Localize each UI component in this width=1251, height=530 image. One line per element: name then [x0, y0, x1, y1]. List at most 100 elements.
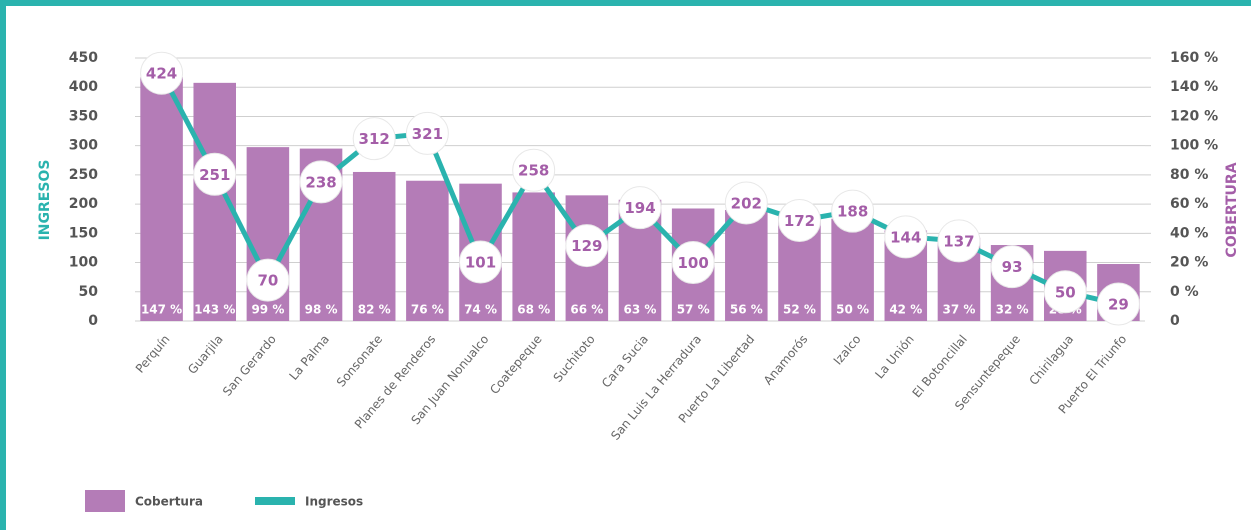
- x-tick-label: Cara Sucia: [599, 332, 651, 390]
- point-label: 50: [1055, 283, 1076, 301]
- y2-tick-label: 0 %: [1170, 284, 1199, 300]
- point-label: 321: [412, 125, 443, 143]
- bar-value-label: 68 %: [517, 303, 550, 317]
- point-label: 93: [1002, 258, 1023, 276]
- y2-tick-label: 40 %: [1170, 225, 1208, 241]
- bar-value-label: 32 %: [996, 303, 1029, 317]
- y-tick-label: 200: [69, 196, 98, 212]
- point-label: 144: [890, 228, 921, 246]
- y2-tick-label: 80 %: [1170, 167, 1208, 183]
- bar-value-label: 63 %: [624, 303, 657, 317]
- point-label: 172: [784, 212, 815, 230]
- bar-value-label: 50 %: [836, 303, 869, 317]
- bar: [406, 180, 449, 321]
- x-tick-label: San Gerardo: [220, 332, 279, 398]
- line-point: [512, 148, 556, 192]
- x-tick-label: Sonsonate: [334, 332, 385, 389]
- line-point: [618, 186, 662, 230]
- point-label: 251: [199, 166, 230, 184]
- y-axis-title: INGRESOS: [37, 160, 53, 241]
- point-label: 137: [943, 232, 974, 250]
- point-label: 70: [257, 272, 278, 290]
- point-label: 29: [1108, 296, 1129, 314]
- bar-value-label: 99 %: [251, 303, 284, 317]
- line-point: [246, 258, 290, 302]
- bar-value-label: 74 %: [464, 303, 497, 317]
- point-label: 101: [465, 253, 496, 271]
- y-tick-label: 0: [88, 313, 98, 329]
- y2-tick-label: 100 %: [1170, 138, 1218, 154]
- top-border: [0, 0, 1251, 6]
- y2-base-label: 0: [1170, 313, 1180, 329]
- bar: [512, 192, 555, 321]
- bar-value-label: 76 %: [411, 303, 444, 317]
- bar-value-label: 66 %: [570, 303, 603, 317]
- y-tick-label: 450: [69, 50, 98, 66]
- line-point: [1043, 270, 1087, 314]
- x-tick-label: Anamorós: [761, 332, 811, 387]
- x-tick-label: La Unión: [872, 332, 916, 381]
- y-tick-label: 250: [69, 167, 98, 183]
- y-tick-label: 100: [69, 255, 98, 271]
- y2-tick-label: 160 %: [1170, 50, 1218, 66]
- y-tick-label: 350: [69, 108, 98, 124]
- point-label: 238: [305, 173, 336, 191]
- line-point: [777, 198, 821, 242]
- y-tick-label: 50: [79, 284, 99, 300]
- x-tick-label: Chirilagua: [1026, 332, 1076, 388]
- line-point: [352, 117, 396, 161]
- y-tick-label: 400: [69, 79, 98, 95]
- bar: [352, 171, 396, 321]
- bar-value-label: 42 %: [889, 303, 922, 317]
- line-point: [990, 245, 1034, 289]
- left-border: [0, 6, 6, 530]
- legend-swatch: [255, 497, 295, 505]
- y2-axis-title: COBERTURA: [1224, 162, 1240, 257]
- line-point: [459, 240, 503, 284]
- line-point: [831, 189, 875, 233]
- y2-tick-label: 140 %: [1170, 79, 1218, 95]
- point-label: 202: [731, 194, 762, 212]
- bar-value-label: 37 %: [942, 303, 975, 317]
- x-tick-label: Coatepeque: [487, 332, 545, 397]
- bar: [725, 209, 768, 321]
- line-point: [671, 241, 715, 285]
- point-label: 188: [837, 203, 868, 221]
- bar-value-label: 98 %: [305, 303, 338, 317]
- line-point: [724, 181, 768, 225]
- point-label: 424: [146, 65, 177, 83]
- point-label: 100: [678, 254, 709, 272]
- line-point: [299, 160, 343, 204]
- line-point: [565, 224, 609, 268]
- x-tick-label: Suchitoto: [551, 332, 598, 385]
- legend-label: Cobertura: [135, 495, 203, 509]
- line-point: [193, 152, 237, 196]
- y-tick-label: 300: [69, 138, 98, 154]
- bar: [831, 218, 874, 321]
- line-point: [884, 215, 928, 259]
- line-point: [1096, 282, 1140, 326]
- x-tick-label: Izalco: [831, 332, 864, 367]
- legend-swatch: [85, 490, 125, 512]
- line-point: [405, 111, 449, 155]
- x-tick-label: La Palma: [286, 332, 332, 383]
- x-tick-label: Perquín: [133, 332, 173, 376]
- bar-value-label: 56 %: [730, 303, 763, 317]
- bar-value-label: 57 %: [677, 303, 710, 317]
- point-label: 258: [518, 162, 549, 180]
- x-tick-label: Guarjila: [185, 332, 226, 377]
- legend-label: Ingresos: [305, 495, 363, 509]
- bar-value-label: 82 %: [358, 303, 391, 317]
- y2-tick-label: 120 %: [1170, 108, 1218, 124]
- line-point: [937, 219, 981, 263]
- bar-value-label: 143 %: [194, 303, 235, 317]
- bar-value-label: 147 %: [141, 303, 182, 317]
- point-label: 129: [571, 237, 602, 255]
- x-tick-label: San Luis La Herradura: [608, 332, 704, 443]
- y2-tick-label: 60 %: [1170, 196, 1208, 212]
- point-label: 312: [359, 130, 390, 148]
- x-tick-label: El Botoncillal: [910, 332, 970, 400]
- y-tick-label: 150: [69, 225, 98, 241]
